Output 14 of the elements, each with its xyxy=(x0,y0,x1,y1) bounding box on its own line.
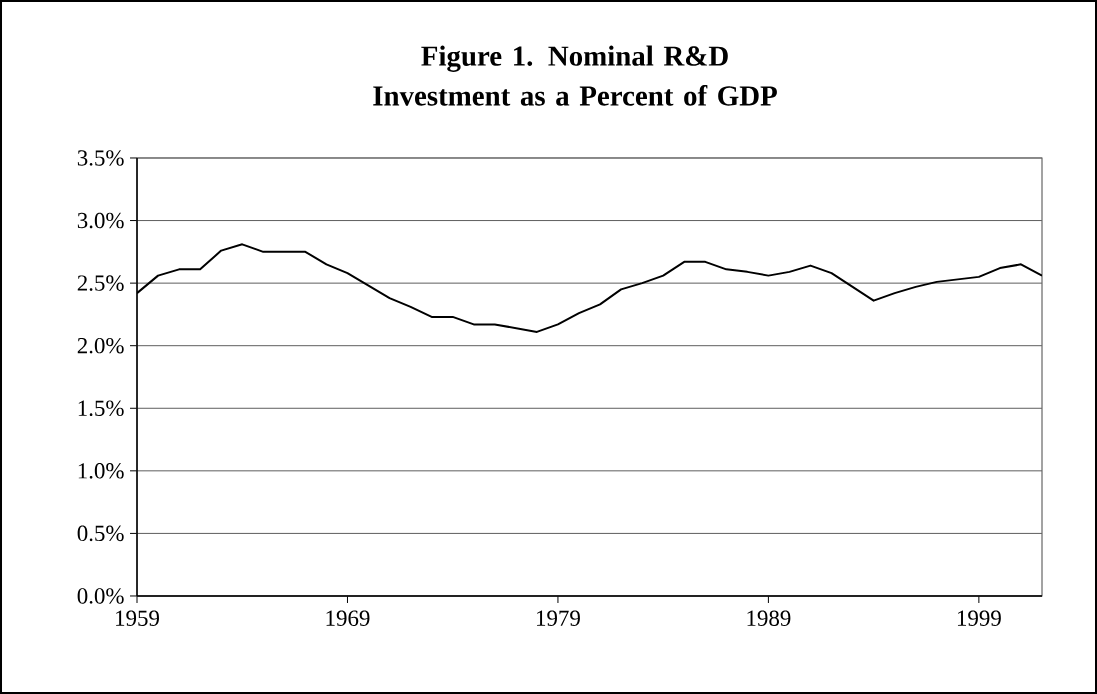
y-tick-label: 0.5% xyxy=(77,525,124,542)
y-tick-label: 2.0% xyxy=(77,337,124,354)
y-tick-label: 3.5% xyxy=(77,150,124,166)
y-tick-label: 1.5% xyxy=(78,400,124,417)
x-tick-label: 1969 xyxy=(326,610,370,626)
x-tick-label: 1999 xyxy=(957,610,1001,626)
x-tick-label: 1989 xyxy=(747,610,791,626)
y-tick-label: 2.5% xyxy=(77,275,124,291)
y-tick-label: 3.0% xyxy=(77,212,124,229)
y-tick-label: 1.0% xyxy=(78,463,124,479)
chart-title: Figure 1. Nominal R&D Investment as a Percent of GDP xyxy=(373,45,777,106)
y-tick-label: 0.0% xyxy=(77,588,124,604)
x-tick-label: 1979 xyxy=(537,610,580,626)
x-tick-label: 1959 xyxy=(116,610,159,626)
